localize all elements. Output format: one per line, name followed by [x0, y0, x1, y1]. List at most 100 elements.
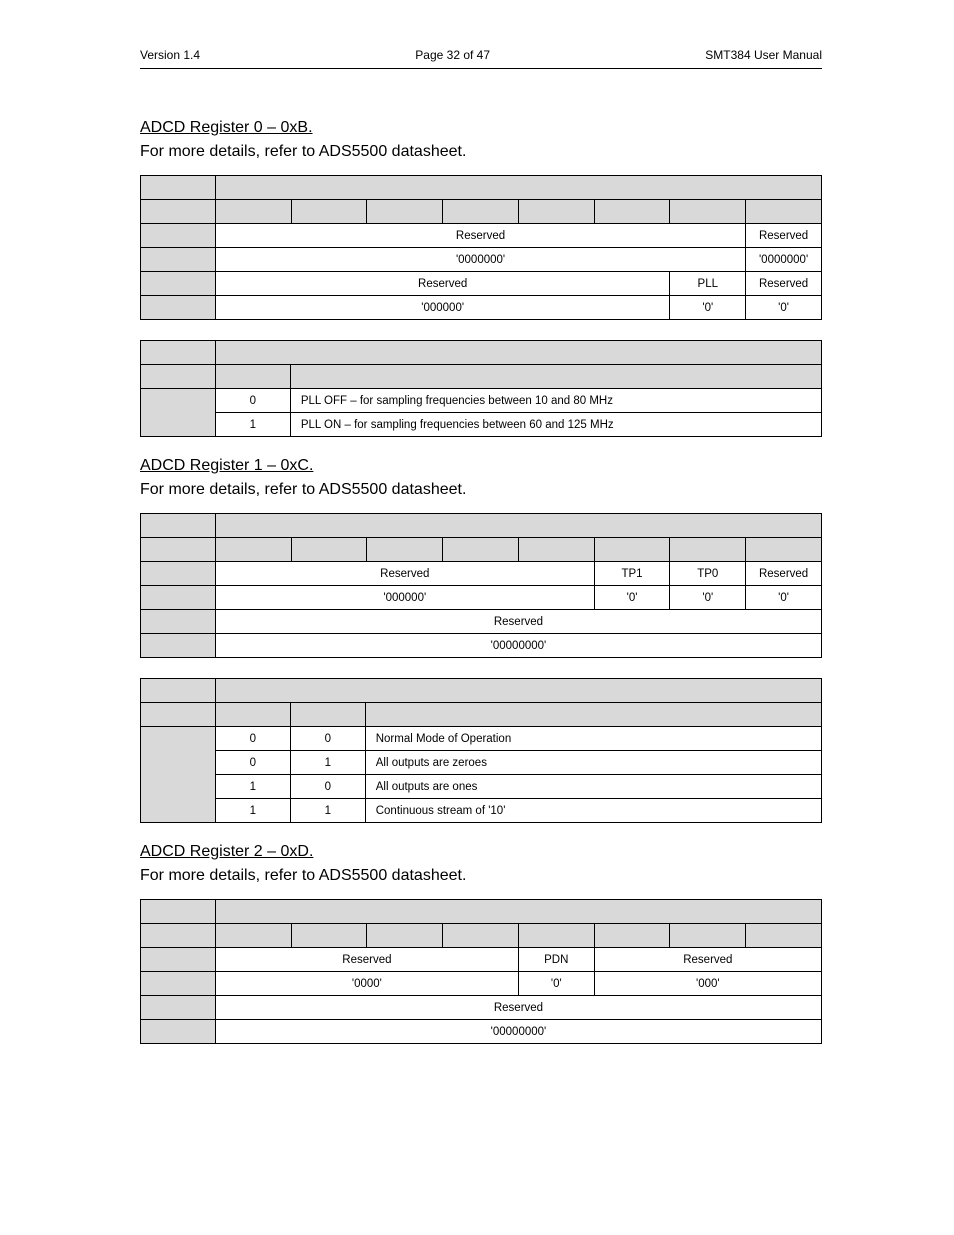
header-page: Page 32 of 47 — [415, 48, 490, 62]
desc-value: 1 — [215, 413, 290, 437]
bit-col — [215, 200, 291, 224]
desc-value: 1 — [290, 751, 365, 775]
reg0-desc-table: 0 PLL OFF – for sampling frequencies bet… — [140, 340, 822, 437]
row-label — [141, 727, 216, 823]
reset-value: '0000000' — [215, 248, 745, 272]
reset-value: '0' — [670, 586, 746, 610]
section-sub-reg0: For more details, refer to ADS5500 datas… — [140, 143, 822, 161]
row-label — [141, 610, 216, 634]
bit-col — [367, 200, 443, 224]
row-label — [141, 248, 216, 272]
reg1-desc-table: 0 0 Normal Mode of Operation 0 1 All out… — [140, 678, 822, 823]
section-title-reg2: ADCD Register 2 – 0xD. — [140, 843, 822, 861]
row-label — [141, 996, 216, 1020]
desc-value: 0 — [215, 389, 290, 413]
bit-col — [518, 538, 594, 562]
reset-value: '0000000' — [746, 248, 822, 272]
field-reserved: Reserved — [215, 272, 670, 296]
desc-text: Normal Mode of Operation — [365, 727, 821, 751]
reg1-bit-table: Reserved TP1 TP0 Reserved '000000' '0' '… — [140, 513, 822, 658]
table-row-head — [215, 176, 821, 200]
field-reserved: Reserved — [215, 224, 745, 248]
bit-col — [594, 538, 670, 562]
field-reserved: Reserved — [746, 224, 822, 248]
bit-col — [443, 538, 519, 562]
bit-col — [518, 200, 594, 224]
table-row-head — [141, 900, 216, 924]
table-row-head — [215, 679, 821, 703]
desc-text: All outputs are zeroes — [365, 751, 821, 775]
header-doc: SMT384 User Manual — [705, 48, 822, 62]
field-pll: PLL — [670, 272, 746, 296]
reset-value: '0' — [594, 586, 670, 610]
section-sub-reg2: For more details, refer to ADS5500 datas… — [140, 867, 822, 885]
field-reserved: Reserved — [215, 948, 518, 972]
row-label — [141, 272, 216, 296]
section-title-reg0: ADCD Register 0 – 0xB. — [140, 119, 822, 137]
bit-col — [443, 924, 519, 948]
table-row-head — [215, 514, 821, 538]
row-label — [141, 972, 216, 996]
desc-text: PLL OFF – for sampling frequencies betwe… — [290, 389, 821, 413]
reset-value: '000' — [594, 972, 821, 996]
bit-col — [670, 538, 746, 562]
bit-col — [367, 924, 443, 948]
row-label — [141, 389, 216, 437]
row-label — [141, 634, 216, 658]
table-row-head — [141, 514, 216, 538]
field-reserved: Reserved — [215, 610, 821, 634]
bit-col — [670, 200, 746, 224]
field-tp1: TP1 — [594, 562, 670, 586]
bit-col — [746, 924, 822, 948]
field-reserved: Reserved — [746, 562, 822, 586]
bit-col — [594, 924, 670, 948]
bit-col — [291, 538, 367, 562]
table-row-head — [290, 365, 821, 389]
reset-value: '000000' — [215, 296, 670, 320]
reset-value: '00000000' — [215, 1020, 821, 1044]
reset-value: '0' — [746, 586, 822, 610]
desc-value: 0 — [215, 727, 290, 751]
reg0-bit-table: Reserved Reserved '0000000' '0000000' Re… — [140, 175, 822, 320]
reset-value: '00000000' — [215, 634, 821, 658]
bit-col — [291, 924, 367, 948]
row-label — [141, 562, 216, 586]
reset-value: '000000' — [215, 586, 594, 610]
desc-value: 1 — [215, 775, 290, 799]
table-row-head — [290, 703, 365, 727]
section-title-reg1: ADCD Register 1 – 0xC. — [140, 457, 822, 475]
table-row-head — [141, 341, 216, 365]
page-header: Version 1.4 Page 32 of 47 SMT384 User Ma… — [140, 48, 822, 68]
table-row-head — [141, 365, 216, 389]
table-row-head — [141, 703, 216, 727]
field-pdn: PDN — [518, 948, 594, 972]
reset-value: '0' — [746, 296, 822, 320]
bit-col — [518, 924, 594, 948]
field-reserved: Reserved — [746, 272, 822, 296]
desc-value: 0 — [215, 751, 290, 775]
table-row-head — [141, 200, 216, 224]
bit-col — [670, 924, 746, 948]
field-reserved: Reserved — [215, 996, 821, 1020]
table-row-head — [215, 703, 290, 727]
bit-col — [594, 200, 670, 224]
row-label — [141, 1020, 216, 1044]
desc-text: Continuous stream of '10' — [365, 799, 821, 823]
bit-col — [367, 538, 443, 562]
reset-value: '0' — [518, 972, 594, 996]
bit-col — [746, 200, 822, 224]
table-row-head — [141, 176, 216, 200]
desc-value: 1 — [290, 799, 365, 823]
header-rule — [140, 68, 822, 69]
row-label — [141, 296, 216, 320]
table-row-head — [141, 924, 216, 948]
table-row-head — [365, 703, 821, 727]
table-row-head — [215, 341, 821, 365]
desc-value: 0 — [290, 775, 365, 799]
field-reserved: Reserved — [594, 948, 821, 972]
bit-col — [746, 538, 822, 562]
section-sub-reg1: For more details, refer to ADS5500 datas… — [140, 481, 822, 499]
table-row-head — [141, 538, 216, 562]
reg2-bit-table: Reserved PDN Reserved '0000' '0' '000' R… — [140, 899, 822, 1044]
bit-col — [443, 200, 519, 224]
